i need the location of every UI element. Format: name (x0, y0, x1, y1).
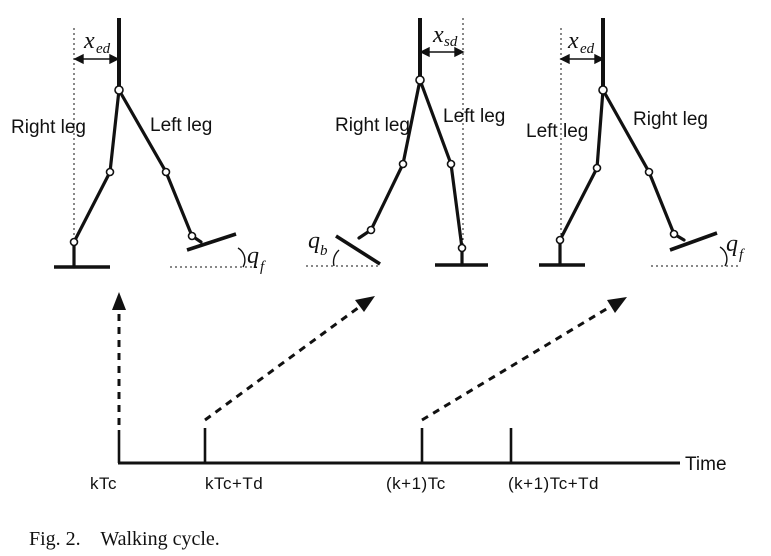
angle-sub-3: f (739, 247, 745, 263)
back-leg-label-2: Right leg (335, 115, 410, 136)
pose-3: x ed q f Left leg Right leg (526, 18, 745, 267)
tick-label-2: kTc+Td (205, 474, 263, 493)
pose-1: x ed q f Right leg Left leg (11, 18, 266, 275)
back-leg-label-1: Right leg (11, 117, 86, 138)
timeline: Time kTc kTc+Td (k+1)Tc (k+1)Tc+Td (90, 428, 727, 493)
time-axis-label: Time (685, 454, 727, 475)
phase-arrows (112, 292, 627, 425)
angle-sub-1: f (260, 259, 266, 275)
offset-sub-2: sd (444, 34, 458, 50)
front-leg-label-1: Left leg (150, 115, 212, 136)
angle-symbol-1: q (247, 243, 259, 269)
offset-symbol-2: x (432, 22, 444, 48)
tick-label-4: (k+1)Tc+Td (508, 474, 599, 493)
offset-sub-1: ed (96, 41, 111, 57)
pose-2: x sd q b Right leg Left leg (306, 18, 505, 267)
offset-symbol-1: x (83, 28, 95, 54)
angle-sub-2: b (320, 243, 328, 259)
angle-symbol-3: q (726, 231, 738, 257)
front-leg-label-2: Left leg (443, 106, 505, 127)
offset-symbol-3: x (567, 28, 579, 54)
tick-label-1: kTc (90, 474, 117, 493)
offset-sub-3: ed (580, 41, 595, 57)
front-leg-label-3: Right leg (633, 109, 708, 130)
figure-caption: Fig. 2. Walking cycle. (29, 528, 220, 550)
back-leg-label-3: Left leg (526, 121, 588, 142)
angle-symbol-2: q (308, 228, 320, 254)
tick-label-3: (k+1)Tc (386, 474, 446, 493)
